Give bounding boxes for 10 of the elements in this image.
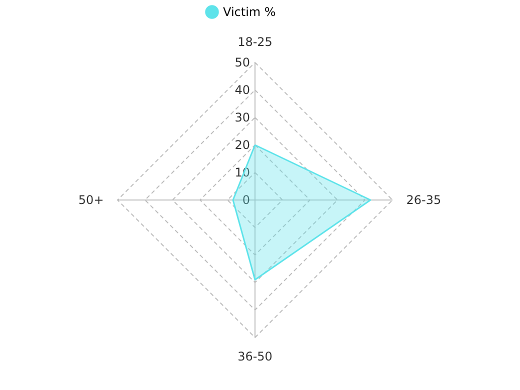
spoke-label: 26-35 bbox=[406, 193, 442, 207]
legend-label: Victim % bbox=[223, 5, 276, 19]
spoke-label: 18-25 bbox=[238, 34, 272, 49]
y-tick-label: 20 bbox=[234, 138, 250, 152]
y-tick-label: 30 bbox=[234, 110, 250, 124]
y-tick-label: 50 bbox=[234, 56, 250, 70]
y-tick-label: 0 bbox=[242, 193, 250, 207]
y-tick-label: 40 bbox=[234, 83, 250, 97]
spoke-label: 36-50 bbox=[238, 349, 272, 364]
spoke-label: 50+ bbox=[78, 193, 104, 207]
